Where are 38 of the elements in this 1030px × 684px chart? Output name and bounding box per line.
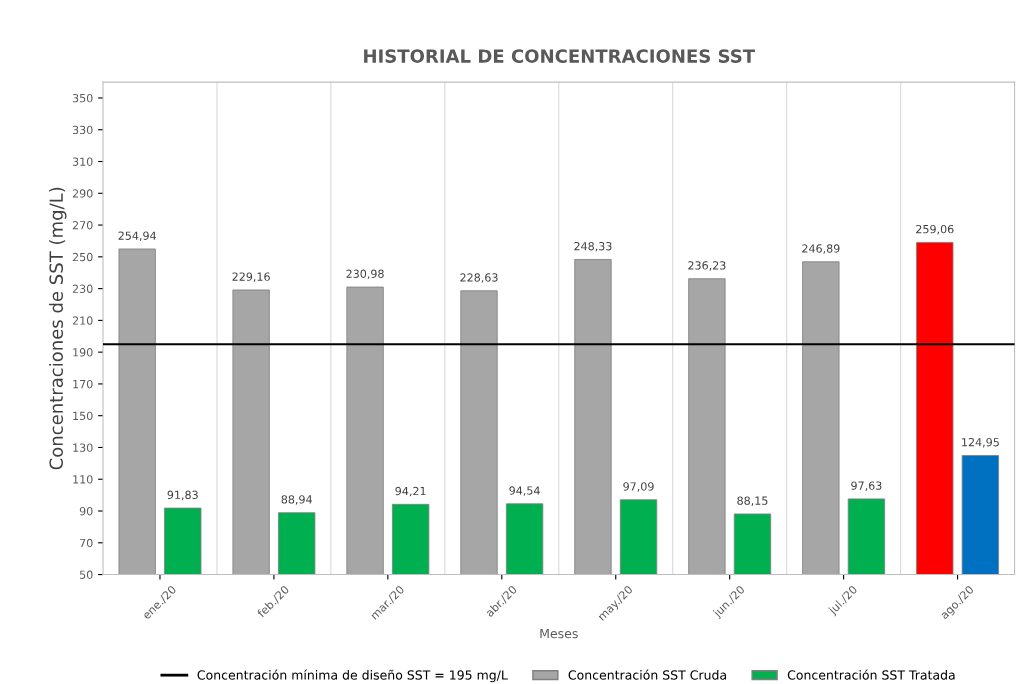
data-label: 229,16 bbox=[232, 272, 270, 282]
y-tick-label: 310 bbox=[72, 157, 93, 166]
data-label: 254,94 bbox=[118, 231, 156, 242]
y-tick-label: 350 bbox=[72, 93, 93, 103]
data-label: 246,89 bbox=[802, 244, 840, 254]
y-tick-label: 190 bbox=[73, 348, 93, 357]
y-tick-label: 330 bbox=[72, 125, 93, 135]
y-tick-label: 90 bbox=[79, 506, 93, 516]
data-label: 88,15 bbox=[737, 496, 768, 506]
y-tick-label: 210 bbox=[72, 316, 93, 325]
y-tick-label: 290 bbox=[72, 189, 93, 198]
y-tick-label: 130 bbox=[73, 443, 93, 452]
data-label: 94,21 bbox=[395, 486, 426, 497]
data-label: 91,83 bbox=[167, 490, 198, 501]
data-label: 259,06 bbox=[916, 224, 954, 235]
data-label: 97,09 bbox=[623, 482, 654, 492]
y-tick-label: 50 bbox=[80, 570, 93, 579]
legend-label: Concentración SST Cruda bbox=[568, 669, 726, 680]
y-axis-title: Concentraciones de SST (mg/L) bbox=[49, 187, 67, 470]
data-label: 124,95 bbox=[962, 437, 999, 448]
data-label: 230,98 bbox=[346, 269, 384, 280]
x-axis-title: Meses bbox=[540, 628, 578, 639]
data-label: 94,54 bbox=[509, 486, 540, 496]
data-label: 88,94 bbox=[281, 495, 312, 505]
data-label: 236,23 bbox=[688, 261, 726, 271]
y-tick-label: 250 bbox=[72, 252, 93, 262]
y-tick-label: 150 bbox=[73, 411, 93, 421]
y-tick-label: 110 bbox=[73, 475, 93, 484]
legend-label: Concentración SST Tratada bbox=[787, 669, 955, 680]
data-label: 228,63 bbox=[460, 273, 498, 283]
y-tick-label: 270 bbox=[72, 221, 93, 230]
legend-label: Concentración mínima de diseño SST = 195 mg/L bbox=[197, 669, 508, 683]
y-tick-label: 70 bbox=[80, 538, 93, 548]
data-label: 248,33 bbox=[574, 241, 612, 252]
y-tick-label: 230 bbox=[72, 284, 93, 293]
chart-title: HISTORIAL DE CONCENTRACIONES SST bbox=[364, 49, 756, 63]
data-label: 97,63 bbox=[851, 481, 882, 491]
y-tick-label: 170 bbox=[73, 379, 93, 389]
